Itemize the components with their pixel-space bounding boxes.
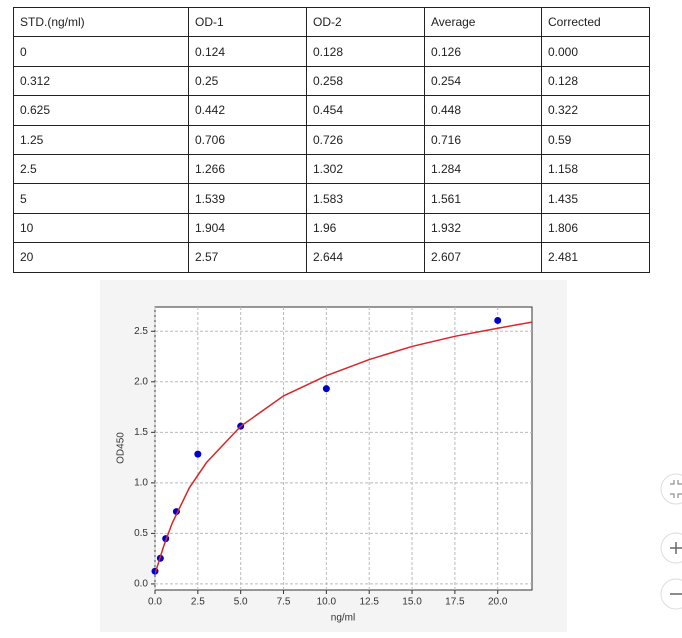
table-cell: 2.607 (424, 242, 542, 273)
data-point (494, 316, 502, 324)
fit-button[interactable] (660, 473, 682, 505)
table-cell: STD.(ng/ml) (13, 6, 189, 38)
y-tick-label: 1.0 (134, 478, 148, 489)
table-cell: 0.454 (306, 95, 425, 126)
table-cell: 1.806 (541, 212, 650, 244)
table-cell: 0.124 (188, 36, 307, 67)
table-cell: 1.158 (541, 153, 650, 185)
table-cell: 0.128 (306, 36, 425, 67)
x-tick-label: 15.0 (402, 597, 422, 608)
table-row: 0.625 0.442 0.454 0.448 0.322 (13, 95, 650, 126)
y-tick-label: 2.0 (134, 376, 148, 387)
x-tick-label: 0.0 (148, 597, 162, 608)
y-tick-label: 0.0 (134, 579, 148, 590)
table-cell: Average (424, 6, 542, 38)
plus-icon (670, 542, 682, 554)
table-cell: 1.96 (306, 212, 425, 244)
table-row: 0 0.124 0.128 0.126 0.000 (13, 36, 650, 67)
table-cell: 0.254 (424, 65, 542, 97)
table-cell: Corrected (541, 6, 650, 38)
table-cell: OD-1 (188, 6, 307, 38)
x-tick-label: 2.5 (191, 597, 205, 608)
x-tick-label: 17.5 (445, 597, 465, 608)
table-row: 20 2.57 2.644 2.607 2.481 (13, 242, 650, 273)
y-tick-label: 0.5 (134, 528, 148, 539)
table-cell: 0.448 (424, 95, 542, 126)
header-row: STD.(ng/ml) OD-1 OD-2 Average Corrected (13, 6, 650, 38)
zoom-in-button[interactable] (660, 532, 682, 564)
x-axis-label: ng/ml (331, 613, 355, 624)
table-cell: 5 (13, 183, 189, 214)
table-cell: 2.481 (541, 242, 650, 273)
table-cell: 20 (13, 242, 189, 273)
table-cell: 1.561 (424, 183, 542, 214)
table-row: 10 1.904 1.96 1.932 1.806 (13, 212, 650, 244)
zoom-out-button[interactable] (660, 578, 682, 610)
x-tick-label: 10.0 (317, 597, 337, 608)
table-cell: 2.644 (306, 242, 425, 273)
data-point (194, 450, 202, 458)
table-cell: 1.284 (424, 153, 542, 185)
table-cell: 0.716 (424, 124, 542, 155)
table-row: 5 1.539 1.583 1.561 1.435 (13, 183, 650, 214)
x-tick-label: 5.0 (234, 597, 248, 608)
data-point (322, 385, 330, 393)
data-table: STD.(ng/ml) OD-1 OD-2 Average Corrected 0 0.12… (13, 6, 650, 273)
x-tick-label: 20.0 (488, 597, 508, 608)
y-tick-label: 1.5 (134, 427, 148, 438)
plot-frame (154, 306, 533, 591)
table-cell: 1.266 (188, 153, 307, 185)
fit-icon (670, 480, 682, 498)
fit-curve (155, 321, 532, 575)
table-cell: 0.625 (13, 95, 189, 126)
table-cell: 2.57 (188, 242, 307, 273)
x-tick-label: 12.5 (359, 597, 379, 608)
fit-button-bg[interactable] (660, 473, 682, 505)
table-cell: 0.258 (306, 65, 425, 97)
x-tick-label: 7.5 (277, 597, 291, 608)
y-axis-label: OD450 (116, 432, 127, 464)
y-tick-label: 2.5 (134, 326, 148, 337)
table-cell: 0.706 (188, 124, 307, 155)
